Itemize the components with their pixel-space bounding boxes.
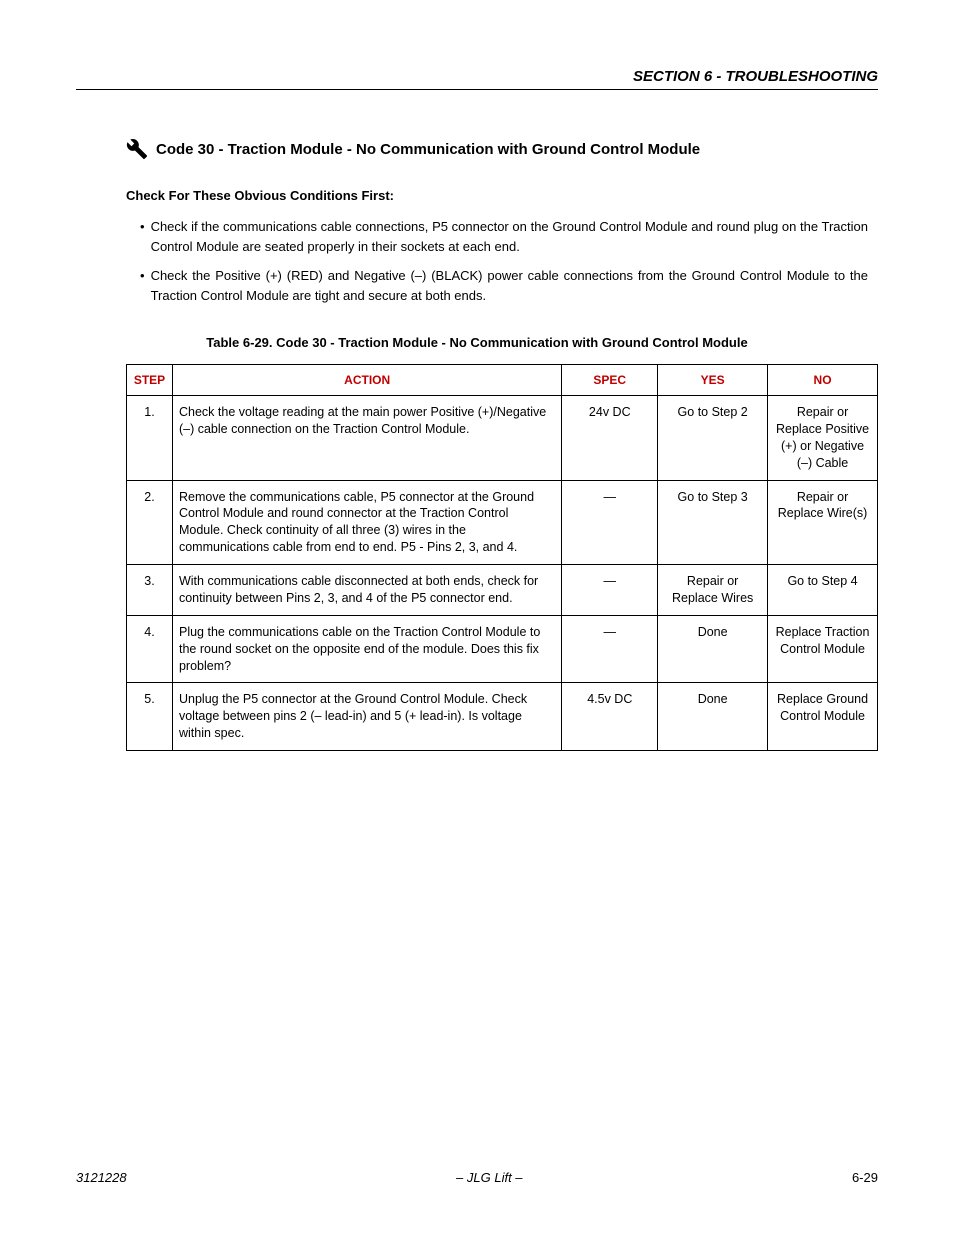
cell-action: Check the voltage reading at the main po… [172, 396, 561, 481]
cell-action: Unplug the P5 connector at the Ground Co… [172, 683, 561, 751]
troubleshoot-table: STEP ACTION SPEC YES NO 1. Check the vol… [126, 364, 878, 751]
table-row: 5. Unplug the P5 connector at the Ground… [127, 683, 878, 751]
cell-spec: 4.5v DC [562, 683, 658, 751]
title-row: Code 30 - Traction Module - No Communica… [126, 138, 878, 160]
page-title: Code 30 - Traction Module - No Communica… [156, 141, 700, 158]
cell-yes: Go to Step 2 [658, 396, 768, 481]
header-step: STEP [127, 365, 173, 396]
cell-step: 3. [127, 565, 173, 616]
header-spec: SPEC [562, 365, 658, 396]
cell-yes: Done [658, 683, 768, 751]
table-header-row: STEP ACTION SPEC YES NO [127, 365, 878, 396]
cell-no: Replace Traction Control Module [768, 615, 878, 683]
cell-no: Repair or Replace Wire(s) [768, 480, 878, 565]
bullet-list: • Check if the communications cable conn… [140, 217, 868, 305]
cell-spec: — [562, 565, 658, 616]
page-footer: 3121228 – JLG Lift – 6-29 [76, 1170, 878, 1185]
header-action: ACTION [172, 365, 561, 396]
check-heading: Check For These Obvious Conditions First… [126, 188, 878, 203]
cell-spec: — [562, 615, 658, 683]
cell-step: 1. [127, 396, 173, 481]
header-no: NO [768, 365, 878, 396]
table-row: 4. Plug the communications cable on the … [127, 615, 878, 683]
cell-spec: 24v DC [562, 396, 658, 481]
cell-step: 5. [127, 683, 173, 751]
wrench-icon [126, 138, 148, 160]
table-row: 3. With communications cable disconnecte… [127, 565, 878, 616]
cell-yes: Go to Step 3 [658, 480, 768, 565]
cell-action: Plug the communications cable on the Tra… [172, 615, 561, 683]
cell-spec: — [562, 480, 658, 565]
cell-no: Go to Step 4 [768, 565, 878, 616]
section-header: SECTION 6 - TROUBLESHOOTING [76, 68, 878, 90]
footer-brand: – JLG Lift – [456, 1170, 522, 1185]
table-caption: Table 6-29. Code 30 - Traction Module - … [76, 335, 878, 350]
cell-action: Remove the communications cable, P5 conn… [172, 480, 561, 565]
bullet-item: • Check the Positive (+) (RED) and Negat… [140, 266, 868, 305]
header-yes: YES [658, 365, 768, 396]
cell-no: Replace Ground Control Module [768, 683, 878, 751]
bullet-text: Check if the communications cable connec… [151, 217, 868, 256]
cell-step: 4. [127, 615, 173, 683]
cell-yes: Repair or Replace Wires [658, 565, 768, 616]
cell-yes: Done [658, 615, 768, 683]
bullet-marker: • [140, 266, 145, 305]
bullet-text: Check the Positive (+) (RED) and Negativ… [151, 266, 868, 305]
cell-no: Repair or Replace Positive (+) or Negati… [768, 396, 878, 481]
cell-step: 2. [127, 480, 173, 565]
table-row: 1. Check the voltage reading at the main… [127, 396, 878, 481]
footer-page-number: 6-29 [852, 1170, 878, 1185]
bullet-marker: • [140, 217, 145, 256]
footer-doc-number: 3121228 [76, 1170, 127, 1185]
table-row: 2. Remove the communications cable, P5 c… [127, 480, 878, 565]
bullet-item: • Check if the communications cable conn… [140, 217, 868, 256]
cell-action: With communications cable disconnected a… [172, 565, 561, 616]
